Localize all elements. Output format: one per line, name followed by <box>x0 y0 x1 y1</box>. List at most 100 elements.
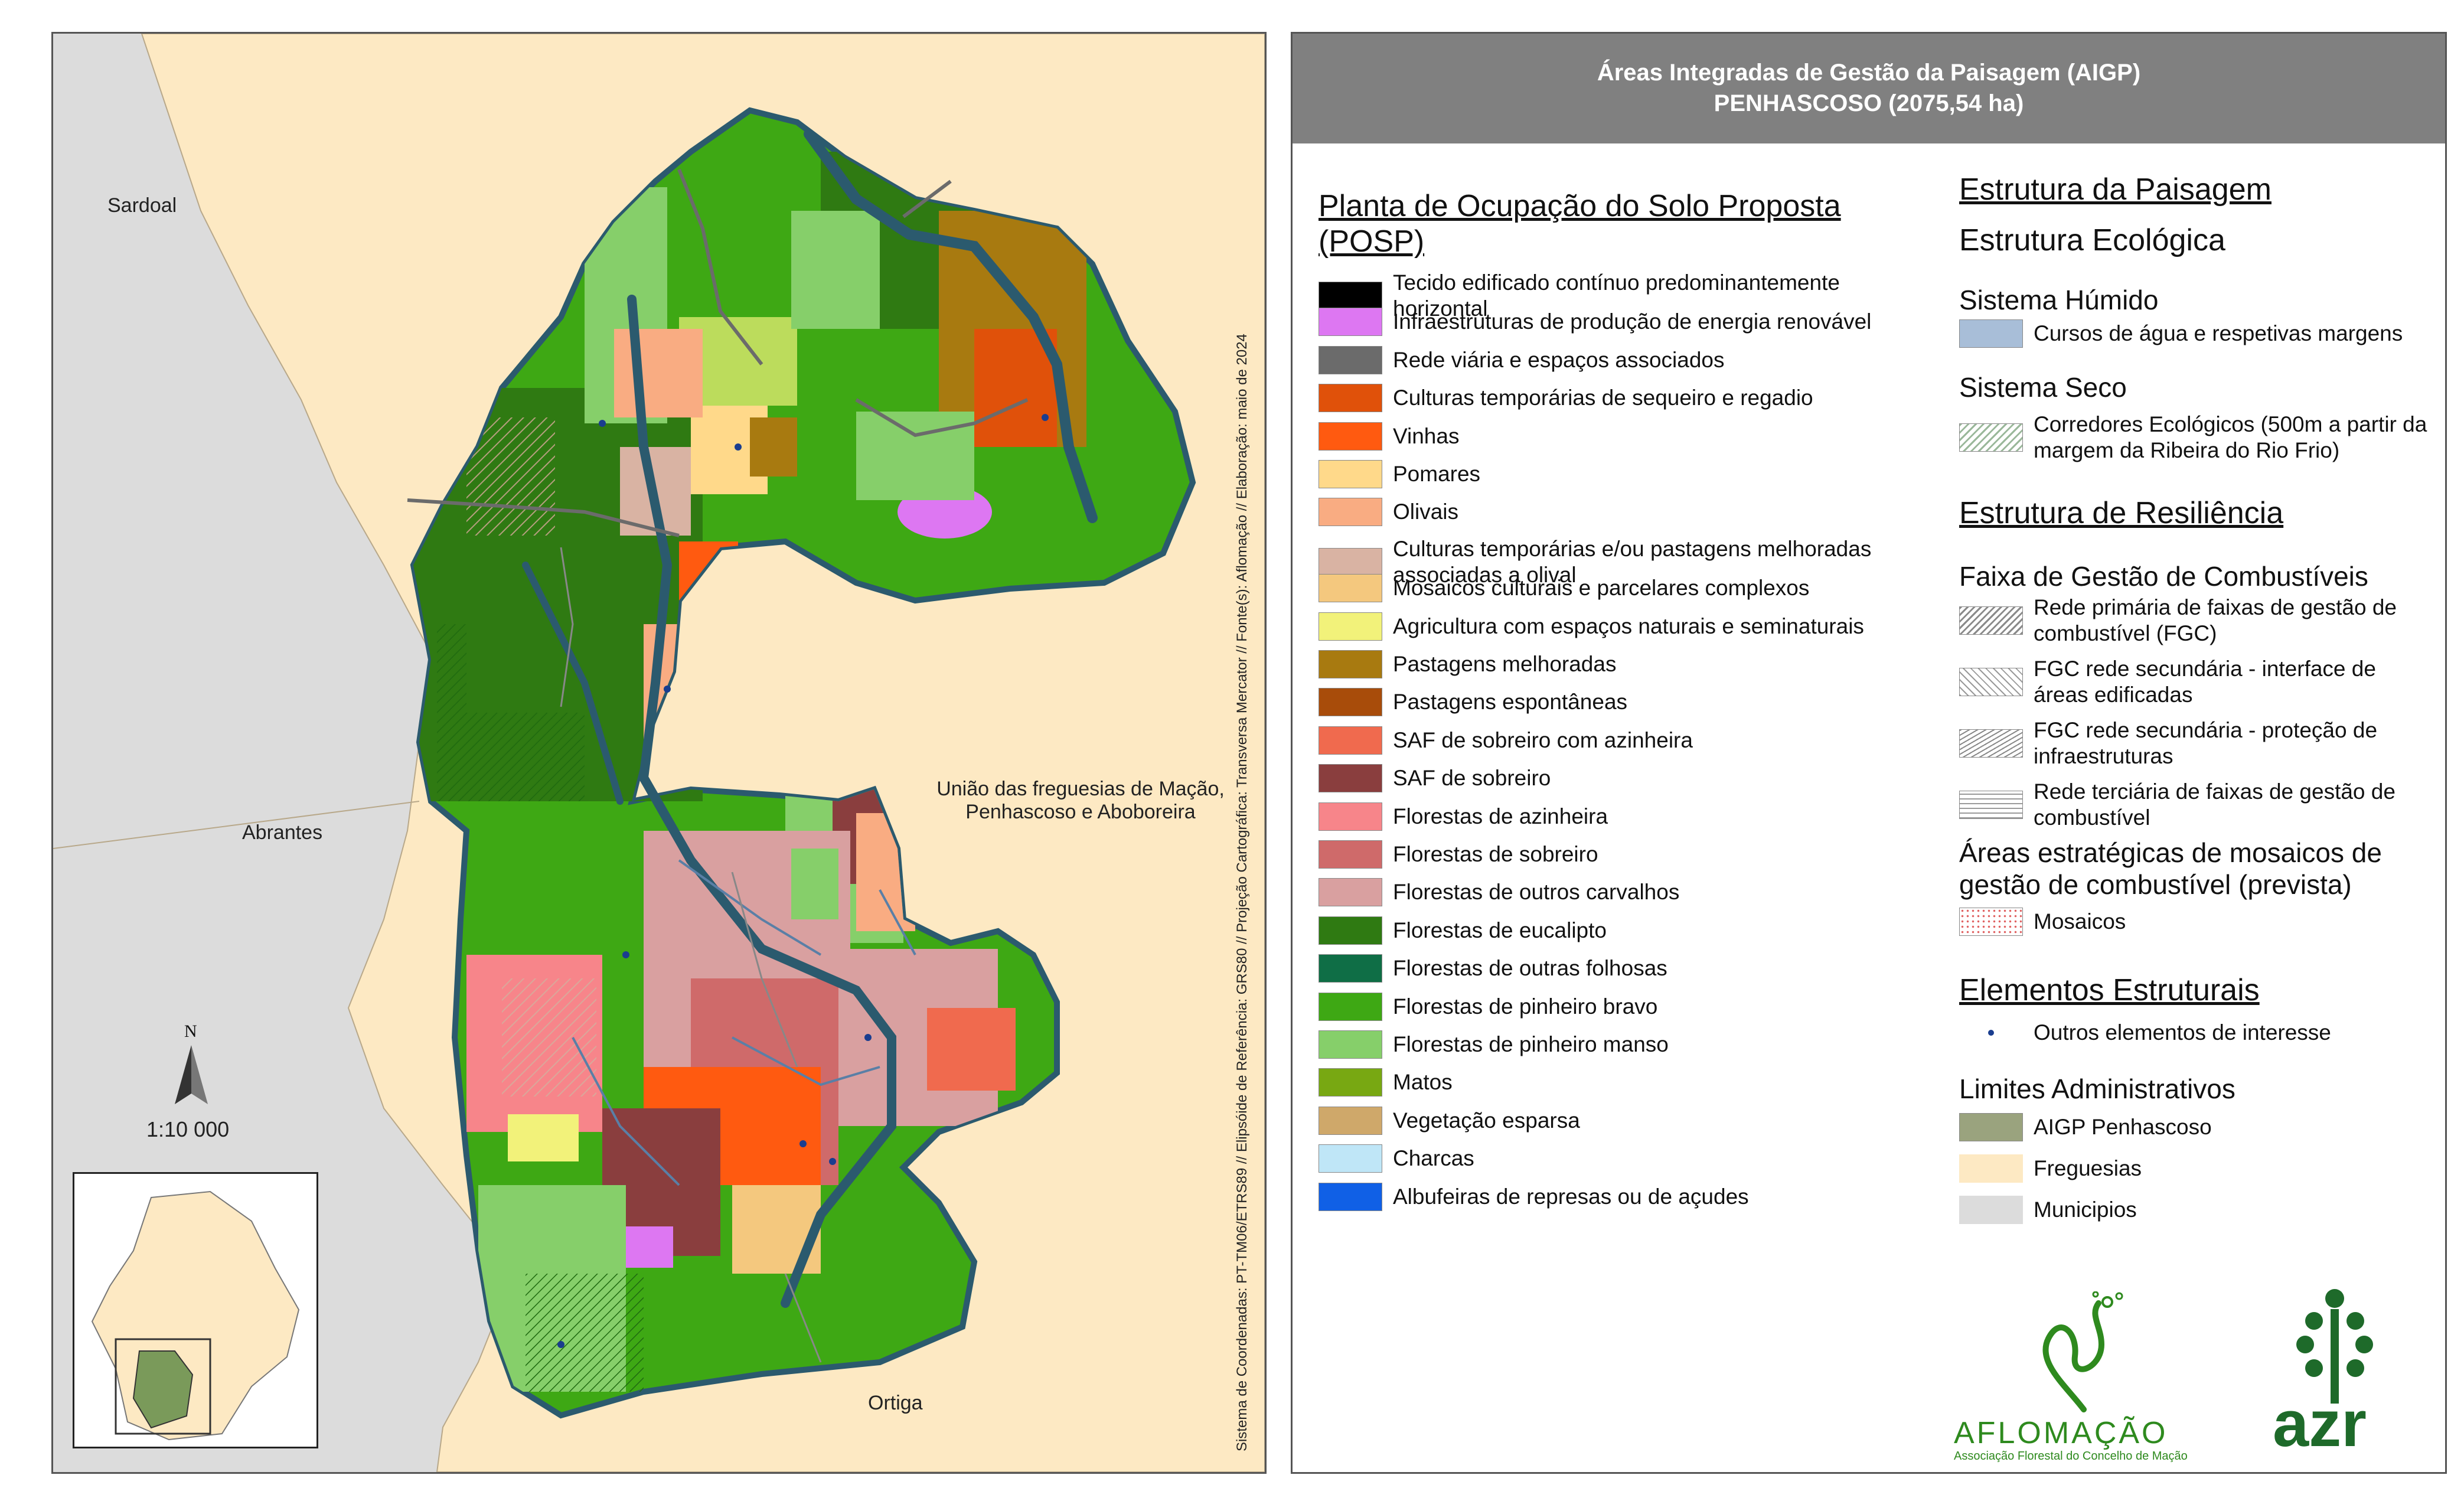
inset-aigp <box>132 1350 194 1429</box>
label-sardoal: Sardoal <box>107 194 177 217</box>
map-panel[interactable]: Sardoal Abrantes União das freguesias de… <box>51 32 1267 1474</box>
point-symbol-icon <box>1959 1019 2023 1047</box>
posp-swatch <box>1319 840 1382 869</box>
posp-swatch <box>1319 878 1382 907</box>
ribeira-rio-frio <box>804 129 1098 523</box>
legend-panel: Áreas Integradas de Gestão da Paisagem (… <box>1291 32 2447 1474</box>
posp-legend-item: SAF de sobreiro com azinheira <box>1319 726 1924 755</box>
legend-municipios: Municipios <box>1959 1196 2435 1224</box>
posp-legend-item: Florestas de azinheira <box>1319 802 1924 831</box>
posp-legend-item: Charcas <box>1319 1144 1924 1173</box>
posp-legend-item: Pomares <box>1319 460 1924 488</box>
swatch-fgc-terciaria <box>1959 791 2023 819</box>
posp-legend-item: Albufeiras de represas ou de açudes <box>1319 1182 1924 1211</box>
locator-inset[interactable] <box>73 1172 318 1448</box>
posp-swatch <box>1319 612 1382 641</box>
estrutura-paisagem-heading: Estrutura da Paisagem <box>1959 172 2272 207</box>
posp-swatch <box>1319 460 1382 488</box>
posp-legend-item: Culturas temporárias de sequeiro e regad… <box>1319 384 1924 413</box>
legend-mosaicos: Mosaicos <box>1959 908 2435 936</box>
posp-swatch <box>1319 1030 1382 1059</box>
label-outros-elementos: Outros elementos de interesse <box>2034 1020 2331 1045</box>
inset-map <box>91 1190 300 1441</box>
posp-label: Vinhas <box>1393 423 1460 448</box>
posp-label: Tecido edificado contínuo predominanteme… <box>1393 270 1840 321</box>
posp-legend-item: Vegetação esparsa <box>1319 1106 1924 1135</box>
azr-text: azr <box>2273 1388 2367 1460</box>
road-secondary <box>560 547 822 1363</box>
posp-legend-item: Tecido edificado contínuo predominanteme… <box>1319 270 1924 322</box>
legend-fgc-terciaria: Rede terciária de faixas de gestão de co… <box>1959 779 2435 831</box>
posp-label: Rede viária e espaços associados <box>1393 347 1725 372</box>
posp-label: Florestas de outras folhosas <box>1393 956 1667 981</box>
north-label: N <box>184 1022 197 1041</box>
posp-label: SAF de sobreiro com azinheira <box>1393 727 1693 752</box>
swatch-mosaicos <box>1959 908 2023 936</box>
posp-swatch <box>1319 802 1382 831</box>
posp-swatch <box>1319 688 1382 717</box>
legend-outros-elementos: Outros elementos de interesse <box>1959 1019 2435 1047</box>
posp-legend-item: Florestas de outros carvalhos <box>1319 878 1924 907</box>
inset-concelho <box>91 1190 300 1441</box>
stream-lines <box>572 859 916 1186</box>
sistema-humido-heading: Sistema Húmido <box>1959 285 2159 315</box>
posp-swatch <box>1319 547 1382 576</box>
legend-cursos-agua: Cursos de água e respetivas margens <box>1959 319 2435 348</box>
legend-fgc-infraestruturas: FGC rede secundária - proteção de infrae… <box>1959 717 2435 769</box>
posp-swatch <box>1319 726 1382 755</box>
swatch-fgc-infraestruturas <box>1959 729 2023 758</box>
posp-legend-item: Florestas de outras folhosas <box>1319 954 1924 983</box>
label-cursos-agua: Cursos de água e respetivas margens <box>2034 321 2403 345</box>
posp-legend-item: Pastagens espontâneas <box>1319 688 1924 717</box>
posp-label: Pastagens espontâneas <box>1393 690 1628 714</box>
label-aigp-penhascoso: AIGP Penhascoso <box>2034 1115 2212 1139</box>
label-abrantes: Abrantes <box>242 821 323 844</box>
posp-legend-item: Agricultura com espaços naturais e semin… <box>1319 612 1924 641</box>
municipio-boundary <box>53 801 420 849</box>
legend-subtitle: PENHASCOSO (2075,54 ha) <box>1714 90 2024 116</box>
areas-estrategicas-heading: Áreas estratégicas de mosaicos de gestão… <box>1959 837 2382 900</box>
posp-label: Pastagens melhoradas <box>1393 652 1617 676</box>
posp-label: Florestas de azinheira <box>1393 804 1608 828</box>
posp-legend-item: Vinhas <box>1319 422 1924 451</box>
posp-label: Florestas de pinheiro manso <box>1393 1032 1669 1056</box>
posp-swatch <box>1319 992 1382 1021</box>
posp-legend-item: Culturas temporárias e/ou pastagens melh… <box>1319 536 1924 588</box>
posp-legend-item: Florestas de pinheiro manso <box>1319 1030 1924 1059</box>
aflomacao-subtitle: Associação Florestal do Concelho de Maçã… <box>1954 1450 2188 1463</box>
posp-legend-item: Florestas de pinheiro bravo <box>1319 992 1924 1021</box>
posp-swatch <box>1319 308 1382 337</box>
posp-label: Florestas de outros carvalhos <box>1393 880 1680 905</box>
swatch-fgc-primaria <box>1959 606 2023 635</box>
posp-legend-item: Pastagens melhoradas <box>1319 650 1924 678</box>
label-fgc-primaria: Rede primária de faixas de gestão de com… <box>2034 595 2397 645</box>
aflomacao-logo: AFLOMAÇÃO Associação Florestal do Concel… <box>1948 1291 2220 1463</box>
posp-swatch <box>1319 1068 1382 1097</box>
land-use-patches <box>413 152 1086 1392</box>
swatch-fgc-interface <box>1959 668 2023 696</box>
posp-label: SAF de sobreiro <box>1393 766 1551 791</box>
aflomacao-name: AFLOMAÇÃO <box>1954 1416 2168 1450</box>
swatch-corredores <box>1959 423 2023 452</box>
posp-title: Planta de Ocupação do Solo Proposta (POS… <box>1319 189 1841 259</box>
posp-swatch <box>1319 282 1382 310</box>
posp-label: Florestas de pinheiro bravo <box>1393 994 1658 1019</box>
legend-corredores: Corredores Ecológicos (500m a partir da … <box>1959 412 2435 464</box>
posp-legend-item: Olivais <box>1319 498 1924 527</box>
label-ortiga: Ortiga <box>868 1392 923 1414</box>
road-main <box>407 168 1029 537</box>
estrutura-resiliencia-heading: Estrutura de Resiliência <box>1959 496 2284 530</box>
posp-swatch <box>1319 650 1382 678</box>
elementos-estruturais-heading: Elementos Estruturais <box>1959 973 2260 1007</box>
legend-freguesias: Freguesias <box>1959 1154 2435 1183</box>
posp-swatch <box>1319 574 1382 603</box>
limites-heading: Limites Administrativos <box>1959 1073 2235 1104</box>
posp-swatch <box>1319 384 1382 413</box>
posp-label: Florestas de eucalipto <box>1393 918 1607 942</box>
legend-header: Áreas Integradas de Gestão da Paisagem (… <box>1293 34 2445 143</box>
posp-label: Matos <box>1393 1070 1453 1095</box>
swatch-freguesias <box>1959 1154 2023 1183</box>
posp-swatch <box>1319 764 1382 793</box>
swatch-aigp-penhascoso <box>1959 1113 2023 1141</box>
posp-label: Vegetação esparsa <box>1393 1108 1580 1133</box>
